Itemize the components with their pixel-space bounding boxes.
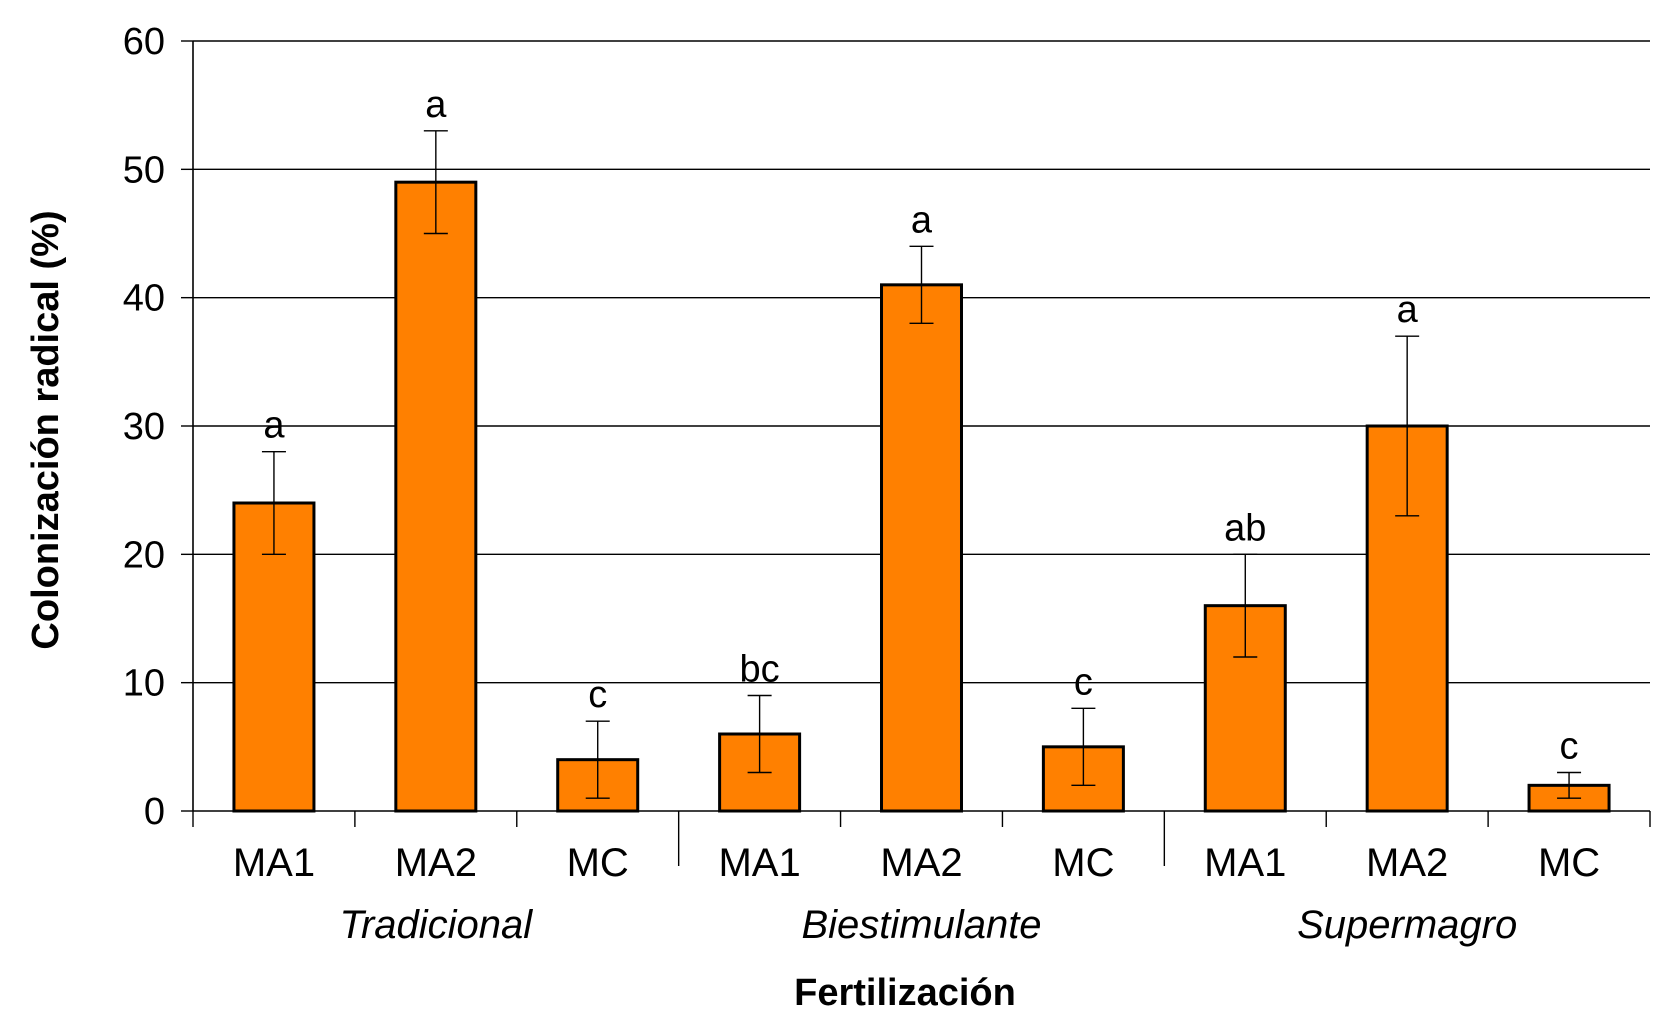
significance-letter: bc <box>740 649 780 691</box>
x-category-label: MC <box>1052 841 1114 885</box>
labels: 0 10 20 30 40 50 60 a MA1 a MA2 c MC bc MA1 a MA2 c MC ab MA… <box>123 21 1600 947</box>
y-tick-label: 60 <box>123 21 165 63</box>
significance-letter: a <box>911 199 933 241</box>
group-label: Tradicional <box>339 903 533 947</box>
significance-letter: c <box>1074 661 1093 703</box>
y-tick-label: 0 <box>144 791 165 833</box>
x-category-label: MA1 <box>718 841 800 885</box>
y-tick-label: 30 <box>123 406 165 448</box>
x-category-label: MA2 <box>1366 841 1448 885</box>
y-tick-label: 40 <box>123 278 165 320</box>
significance-letter: c <box>1560 726 1579 768</box>
group-label: Biestimulante <box>801 903 1041 947</box>
x-category-label: MA2 <box>880 841 962 885</box>
y-axis-title: Colonización radical (%) <box>25 210 67 649</box>
axes <box>181 40 1651 866</box>
x-category-label: MC <box>567 841 629 885</box>
y-tick-label: 50 <box>123 149 165 191</box>
bars <box>232 130 1611 813</box>
group-label: Supermagro <box>1297 903 1517 947</box>
x-category-label: MA1 <box>233 841 315 885</box>
bar <box>880 283 963 813</box>
x-category-label: MA2 <box>395 841 477 885</box>
x-category-label: MC <box>1538 841 1600 885</box>
significance-letter: a <box>425 84 447 126</box>
significance-letter: a <box>263 405 285 447</box>
y-tick-label: 10 <box>123 663 165 705</box>
significance-letter: a <box>1397 289 1419 331</box>
bar <box>394 180 478 813</box>
x-axis-title: Fertilización <box>794 972 1016 1014</box>
y-tick-label: 20 <box>123 534 165 576</box>
significance-letter: c <box>588 674 607 716</box>
significance-letter: ab <box>1224 507 1266 549</box>
x-category-label: MA1 <box>1204 841 1286 885</box>
